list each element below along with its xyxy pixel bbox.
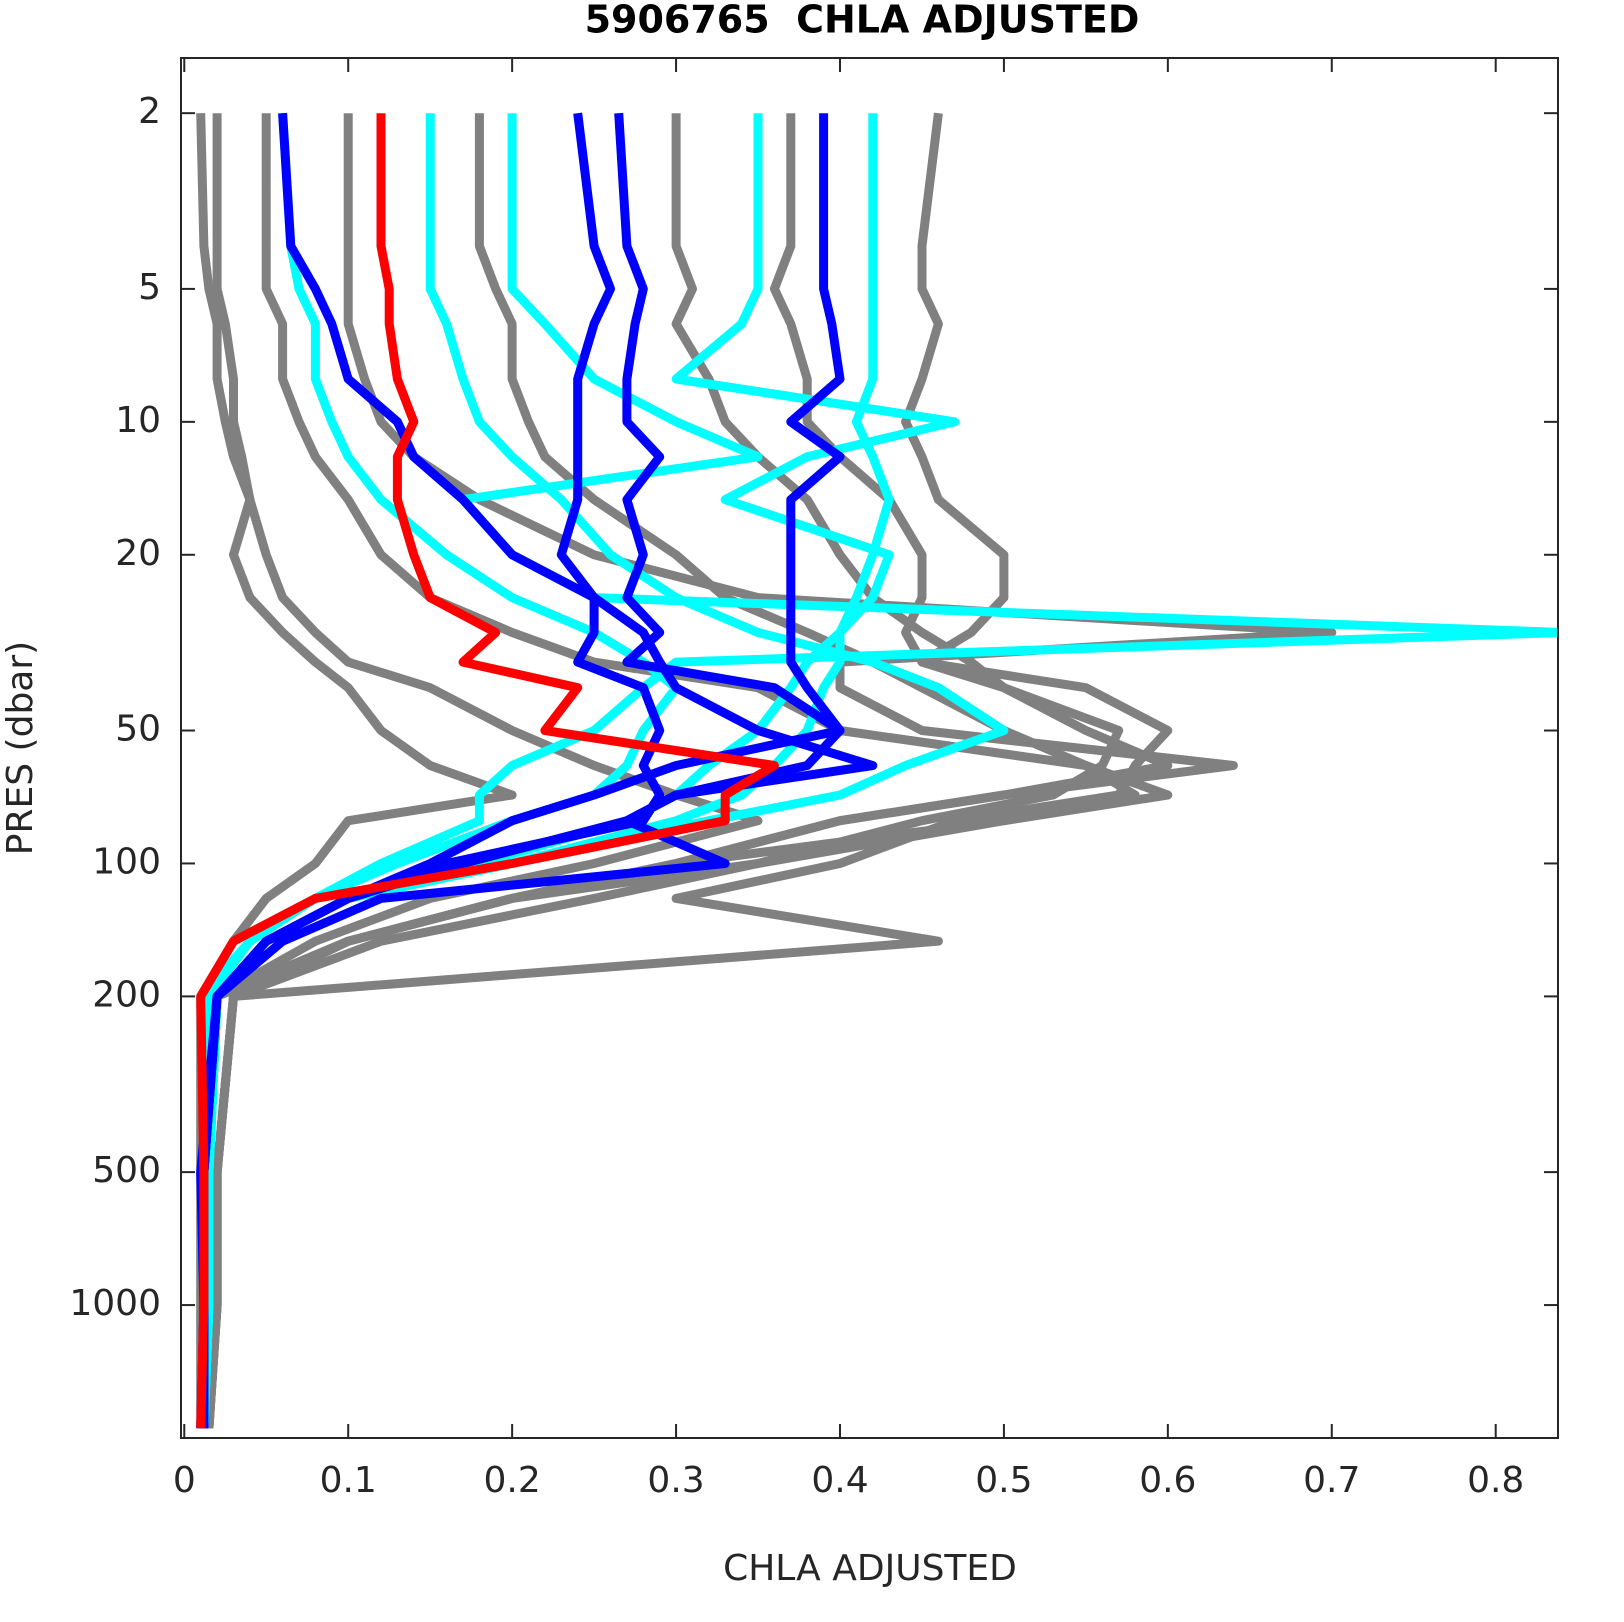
y-tick-label: 2 (138, 91, 161, 132)
x-tick-label: 0.8 (1467, 1460, 1524, 1501)
x-tick-label: 0 (173, 1460, 196, 1501)
y-tick-label: 10 (115, 400, 161, 441)
profile-line (199, 113, 1124, 1429)
x-tick-label: 0.2 (484, 1460, 541, 1501)
y-tick-label: 500 (92, 1150, 161, 1191)
x-tick-label: 0.3 (647, 1460, 704, 1501)
profile-line (204, 113, 1173, 1429)
profile-line (196, 113, 517, 1429)
chart-title: 5906765 CHLA ADJUSTED (585, 0, 1140, 42)
x-tick-label: 0.6 (1139, 1460, 1196, 1501)
profile-line (196, 113, 779, 1429)
x-tick-label: 0.4 (811, 1460, 868, 1501)
profile-line (204, 112, 1173, 1429)
x-tick-label: 0.7 (1303, 1460, 1360, 1501)
profile-line (199, 113, 845, 1429)
y-tick-label: 5 (138, 267, 161, 308)
y-tick-label: 20 (115, 533, 161, 574)
x-tick-label: 0.1 (320, 1460, 377, 1501)
y-tick-label: 1000 (69, 1283, 161, 1324)
profile-line (196, 112, 878, 1429)
y-tick-label: 50 (115, 709, 161, 750)
y-axis-label: PRES (dbar) (0, 641, 41, 855)
plot-frame (180, 57, 1559, 1439)
x-axis-label: CHLA ADJUSTED (723, 1548, 1017, 1589)
x-tick-label: 0.5 (975, 1460, 1032, 1501)
y-tick-label: 100 (92, 841, 161, 882)
profile-line (196, 113, 763, 1429)
profile-line (199, 113, 1558, 1429)
y-tick-label: 200 (92, 974, 161, 1015)
